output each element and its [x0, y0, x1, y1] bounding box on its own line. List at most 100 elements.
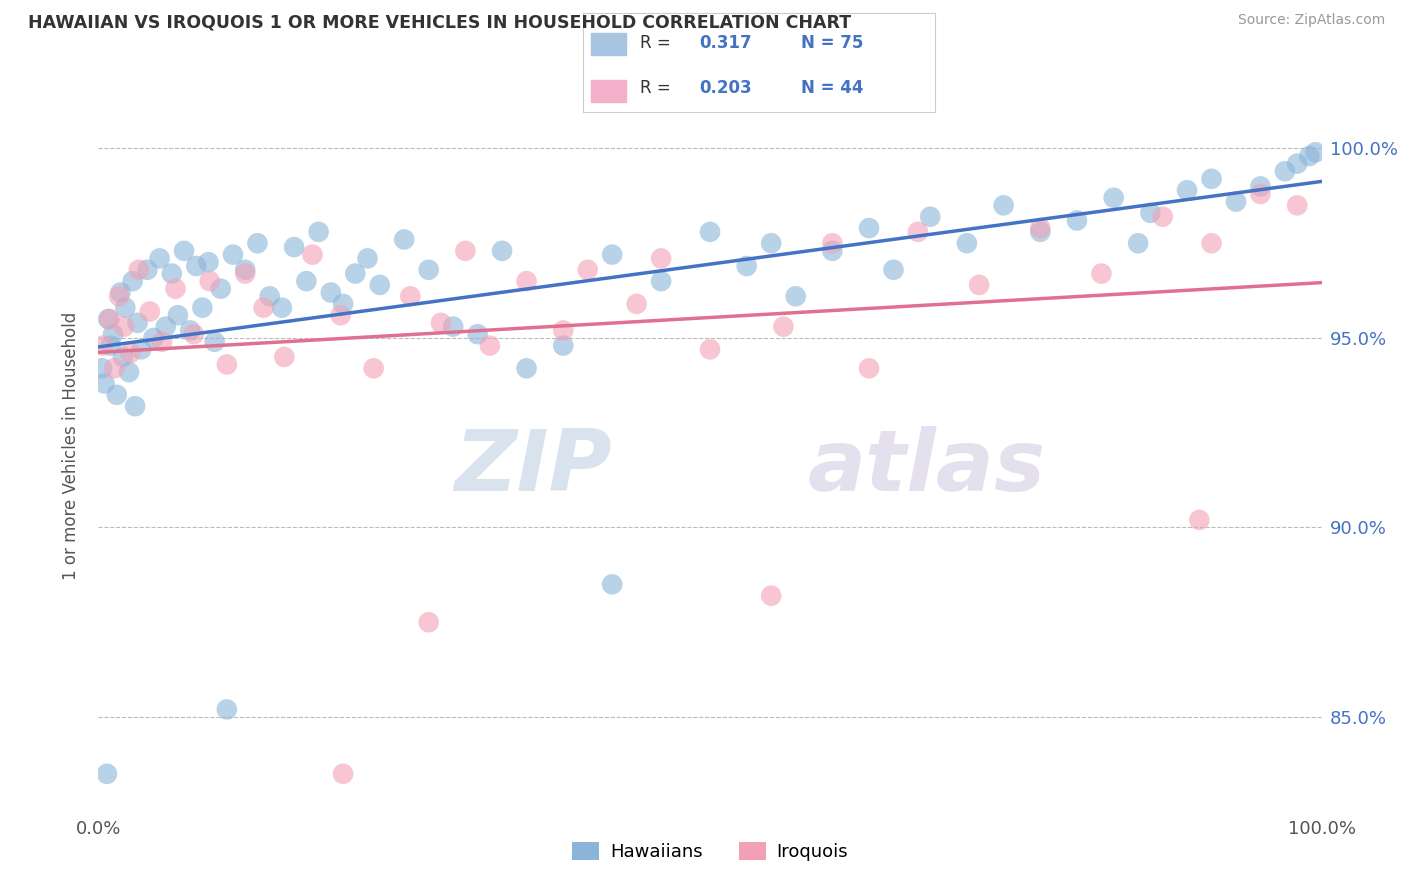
- Point: [329, 308, 352, 322]
- Point: [127, 316, 149, 330]
- Point: [105, 388, 128, 402]
- Point: [418, 615, 440, 630]
- Point: [142, 331, 165, 345]
- Point: [270, 301, 294, 315]
- Point: [1102, 191, 1125, 205]
- Point: [907, 225, 929, 239]
- Point: [1188, 513, 1211, 527]
- Point: [308, 225, 330, 239]
- Point: [149, 252, 172, 266]
- Point: [735, 259, 758, 273]
- Point: [772, 319, 794, 334]
- Text: 0.317: 0.317: [700, 34, 752, 52]
- Point: [101, 327, 124, 342]
- Point: [368, 277, 391, 292]
- Point: [173, 244, 195, 258]
- Point: [1201, 236, 1223, 251]
- Point: [821, 236, 844, 251]
- Point: [1128, 236, 1150, 251]
- Point: [883, 262, 905, 277]
- Point: [91, 338, 114, 352]
- Point: [399, 289, 422, 303]
- Point: [165, 282, 187, 296]
- Point: [96, 767, 118, 781]
- Point: [1250, 179, 1272, 194]
- Point: [363, 361, 385, 376]
- Text: ZIP: ZIP: [454, 426, 612, 509]
- Point: [112, 319, 135, 334]
- Point: [1029, 225, 1052, 239]
- Point: [1029, 221, 1052, 235]
- Point: [576, 262, 599, 277]
- Point: [858, 361, 880, 376]
- Y-axis label: 1 or more Vehicles in Household: 1 or more Vehicles in Household: [62, 312, 80, 580]
- Point: [858, 221, 880, 235]
- Point: [139, 304, 162, 318]
- Point: [491, 244, 513, 258]
- Point: [1298, 149, 1320, 163]
- Point: [478, 338, 501, 352]
- Point: [392, 232, 416, 246]
- FancyBboxPatch shape: [591, 33, 626, 54]
- Point: [111, 350, 134, 364]
- FancyBboxPatch shape: [591, 80, 626, 102]
- Point: [215, 702, 238, 716]
- Point: [215, 358, 238, 372]
- Point: [197, 255, 219, 269]
- Point: [186, 259, 208, 273]
- Point: [160, 267, 183, 281]
- Point: [821, 244, 844, 258]
- Point: [167, 308, 190, 322]
- Point: [699, 343, 721, 357]
- Text: HAWAIIAN VS IROQUOIS 1 OR MORE VEHICLES IN HOUSEHOLD CORRELATION CHART: HAWAIIAN VS IROQUOIS 1 OR MORE VEHICLES …: [28, 13, 851, 31]
- Point: [920, 210, 942, 224]
- Point: [118, 365, 141, 379]
- Point: [120, 346, 142, 360]
- Point: [1090, 267, 1112, 281]
- Point: [129, 343, 152, 357]
- Point: [993, 198, 1015, 212]
- Point: [785, 289, 807, 303]
- Point: [100, 338, 122, 352]
- Point: [198, 274, 221, 288]
- Point: [1305, 145, 1327, 160]
- Point: [441, 319, 464, 334]
- Point: [204, 334, 226, 349]
- Point: [179, 323, 201, 337]
- Point: [93, 376, 115, 391]
- Point: [183, 327, 205, 342]
- Text: R =: R =: [640, 34, 676, 52]
- Point: [209, 282, 232, 296]
- Point: [128, 262, 150, 277]
- Point: [1225, 194, 1247, 209]
- Point: [91, 361, 114, 376]
- Point: [1201, 171, 1223, 186]
- Point: [1274, 164, 1296, 178]
- Point: [155, 319, 177, 334]
- Point: [650, 252, 672, 266]
- Point: [124, 399, 146, 413]
- Point: [114, 301, 136, 315]
- Point: [301, 247, 323, 261]
- Point: [356, 252, 378, 266]
- Point: [600, 247, 623, 261]
- Point: [430, 316, 453, 330]
- Point: [516, 274, 538, 288]
- Point: [97, 312, 120, 326]
- Point: [252, 301, 274, 315]
- Point: [956, 236, 979, 251]
- Point: [967, 277, 990, 292]
- Legend: Hawaiians, Iroquois: Hawaiians, Iroquois: [565, 835, 855, 869]
- Point: [650, 274, 672, 288]
- Point: [1286, 198, 1309, 212]
- Point: [1286, 156, 1309, 170]
- Point: [332, 297, 354, 311]
- Point: [273, 350, 295, 364]
- Point: [1175, 183, 1198, 197]
- Point: [467, 327, 489, 342]
- Point: [103, 361, 125, 376]
- Point: [233, 267, 256, 281]
- Point: [626, 297, 648, 311]
- Point: [418, 262, 440, 277]
- Point: [108, 289, 131, 303]
